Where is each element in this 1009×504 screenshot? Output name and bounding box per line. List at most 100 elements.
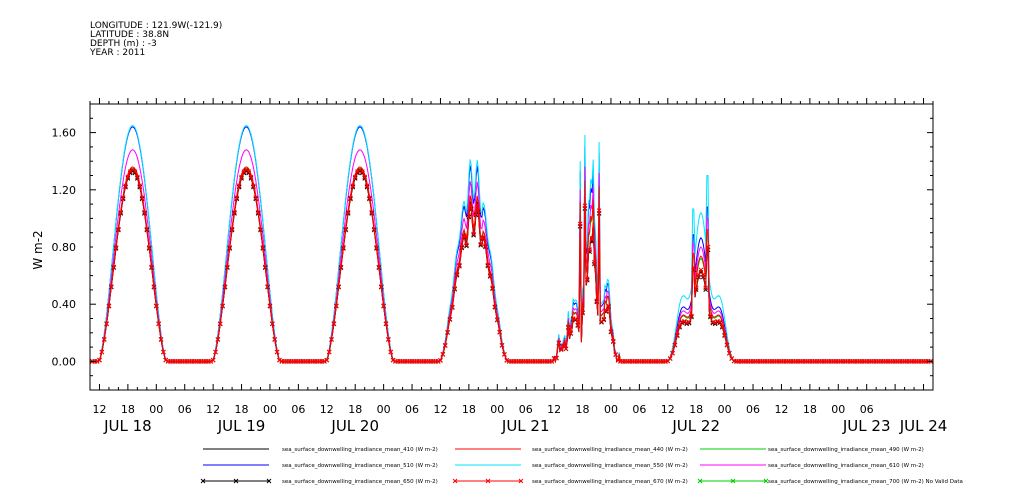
series-marker bbox=[104, 321, 109, 326]
y-tick-label: 1.60 bbox=[52, 127, 77, 140]
x-hour-label: 06 bbox=[178, 403, 192, 416]
legend-item: sea_surface_downwelling_irradiance_mean_… bbox=[700, 447, 924, 453]
series-marker bbox=[132, 169, 138, 174]
series-marker bbox=[208, 359, 214, 364]
legend-label: sea_surface_downwelling_irradiance_mean_… bbox=[532, 447, 688, 453]
series-marker bbox=[120, 195, 126, 201]
series-marker bbox=[717, 319, 723, 325]
x-date-label: JUL 20 bbox=[330, 417, 379, 435]
x-date-label: JUL 21 bbox=[501, 417, 550, 435]
x-date-label: JUL 23 bbox=[842, 417, 891, 435]
depth-text: DEPTH (m) : -3 bbox=[90, 39, 157, 49]
y-tick-label: 1.20 bbox=[52, 184, 77, 197]
series-marker bbox=[693, 285, 699, 291]
series-marker bbox=[161, 349, 166, 355]
series-marker bbox=[378, 284, 384, 289]
series-marker bbox=[217, 321, 223, 326]
series-marker bbox=[125, 174, 131, 180]
series-marker bbox=[274, 349, 280, 355]
legend-item: sea_surface_downwelling_irradiance_mean_… bbox=[203, 447, 438, 453]
x-hour-label: 00 bbox=[604, 403, 618, 416]
series-marker bbox=[468, 205, 474, 211]
series-marker bbox=[582, 203, 588, 209]
series-marker bbox=[331, 321, 337, 326]
series-marker bbox=[248, 174, 254, 180]
series-marker bbox=[97, 357, 102, 363]
y-tick-label: 0.00 bbox=[52, 355, 77, 368]
series-marker bbox=[613, 352, 619, 357]
series-marker bbox=[497, 329, 503, 335]
series-marker bbox=[459, 244, 465, 250]
x-hour-label: 00 bbox=[831, 403, 845, 416]
series-marker bbox=[677, 324, 682, 329]
series-marker bbox=[475, 208, 481, 213]
series-marker bbox=[369, 209, 375, 215]
series-marker bbox=[708, 313, 713, 319]
series-marker bbox=[118, 209, 124, 215]
series-marker bbox=[220, 303, 225, 309]
series-marker bbox=[251, 183, 256, 189]
series-marker bbox=[575, 322, 581, 328]
x-date-label: JUL 18 bbox=[103, 417, 152, 435]
series-marker bbox=[234, 195, 240, 201]
series-marker bbox=[210, 357, 216, 363]
series-marker bbox=[705, 244, 711, 250]
series-marker bbox=[466, 213, 472, 218]
series-marker bbox=[333, 303, 339, 309]
y-tick-labels: 0.00 0.40 0.80 1.20 1.60 bbox=[52, 127, 77, 369]
series-marker bbox=[703, 285, 709, 291]
x-hour-label: 18 bbox=[348, 403, 362, 416]
series-marker bbox=[239, 174, 244, 180]
series-marker bbox=[135, 174, 140, 180]
series-marker bbox=[376, 264, 382, 270]
series-marker bbox=[326, 349, 332, 355]
series-marker bbox=[502, 352, 507, 357]
x-hour-label: 12 bbox=[661, 403, 675, 416]
series-lines bbox=[90, 124, 933, 364]
series-marker bbox=[367, 195, 372, 201]
series-marker bbox=[267, 303, 273, 309]
series-marker bbox=[483, 243, 488, 249]
series-marker bbox=[615, 357, 621, 363]
series-marker bbox=[390, 357, 396, 363]
series-marker bbox=[565, 324, 571, 330]
series-marker bbox=[359, 169, 365, 174]
y-tick-label: 0.80 bbox=[52, 241, 77, 254]
series-marker bbox=[698, 267, 704, 273]
series-marker bbox=[364, 183, 370, 189]
series-marker bbox=[682, 318, 687, 324]
series-marker bbox=[232, 209, 237, 215]
series-marker bbox=[158, 337, 164, 342]
series-marker bbox=[362, 174, 368, 180]
legend-label: sea_surface_downwelling_irradiance_mean_… bbox=[768, 463, 924, 469]
series-marker bbox=[258, 226, 263, 232]
series-marker bbox=[592, 259, 597, 265]
series-marker bbox=[568, 330, 574, 336]
series-marker bbox=[236, 183, 242, 189]
series-marker bbox=[719, 324, 725, 329]
legend-item: sea_surface_downwelling_irradiance_mean_… bbox=[200, 478, 438, 485]
series-marker bbox=[601, 317, 607, 323]
x-hour-label: 00 bbox=[377, 403, 391, 416]
series-marker bbox=[580, 309, 585, 315]
series-marker bbox=[371, 226, 377, 232]
series-marker bbox=[464, 242, 469, 248]
legend-item: sea_surface_downwelling_irradiance_mean_… bbox=[203, 463, 438, 469]
x-hour-label: 06 bbox=[405, 403, 419, 416]
series-marker bbox=[494, 317, 500, 322]
latitude-text: LATITUDE : 38.8N bbox=[90, 30, 170, 40]
x-hour-label: 06 bbox=[746, 403, 760, 416]
series-marker bbox=[454, 272, 460, 277]
x-hour-label: 06 bbox=[291, 403, 305, 416]
series-marker bbox=[336, 284, 341, 289]
x-date-label: JUL 22 bbox=[671, 417, 720, 435]
series-marker bbox=[563, 346, 569, 352]
series-marker bbox=[246, 169, 252, 174]
series-line bbox=[92, 124, 931, 363]
longitude-text: LONGITUDE : 121.9W(-121.9) bbox=[90, 21, 223, 31]
x-hour-label: 12 bbox=[774, 403, 788, 416]
series-marker bbox=[480, 234, 486, 240]
series-marker bbox=[438, 358, 443, 363]
series-marker bbox=[341, 245, 346, 250]
legend-item: sea_surface_downwelling_irradiance_mean_… bbox=[700, 463, 924, 469]
